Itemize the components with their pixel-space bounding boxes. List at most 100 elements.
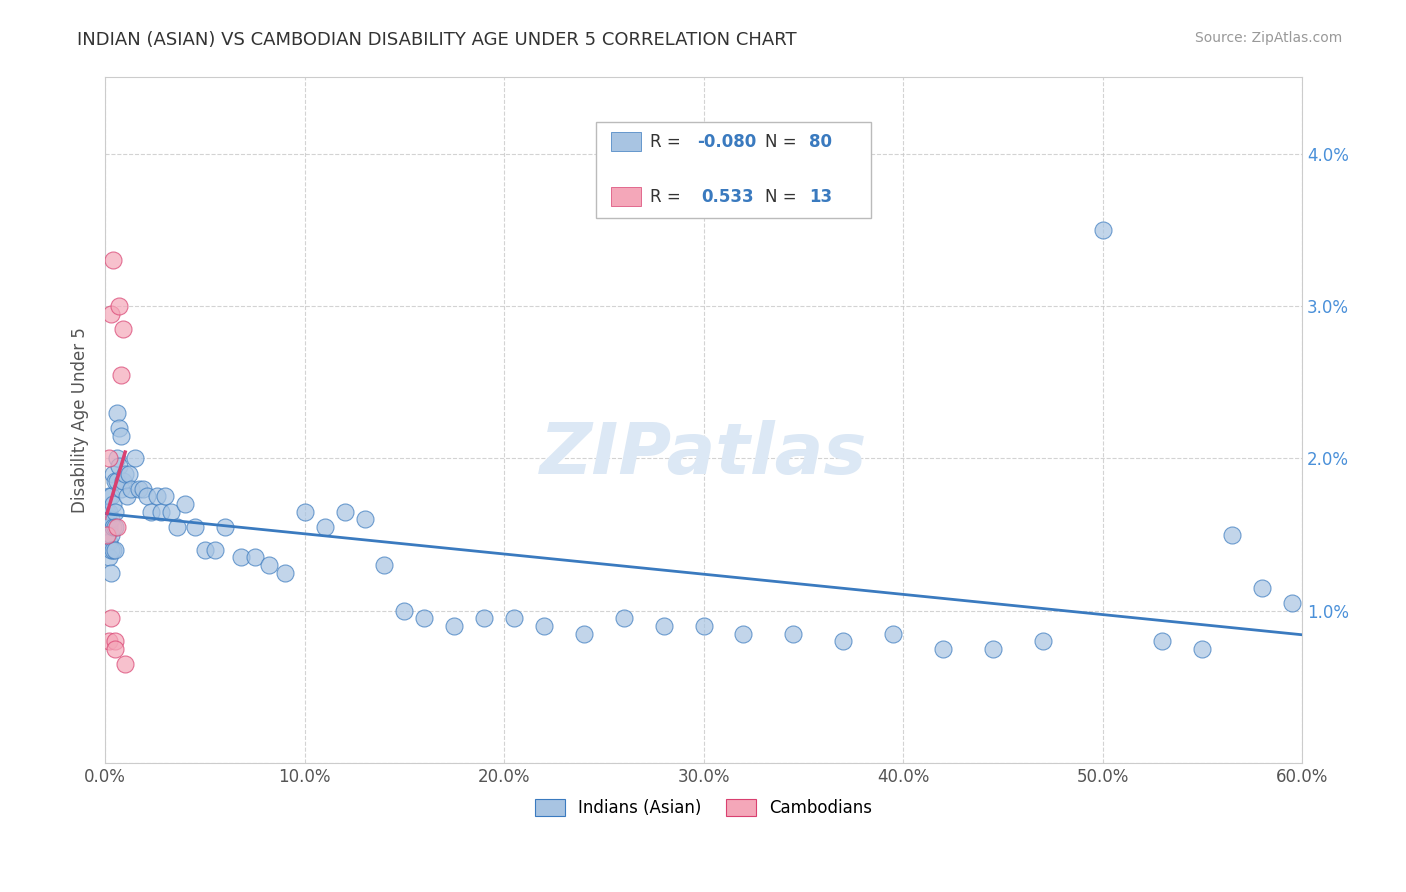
Point	[153, 490, 176, 504]
Point	[150, 505, 173, 519]
Point	[103, 467, 125, 481]
Text: 13: 13	[808, 187, 832, 206]
Point	[353, 512, 375, 526]
Point	[112, 322, 135, 336]
Point	[100, 611, 122, 625]
Point	[1251, 581, 1274, 595]
Point	[114, 657, 136, 671]
Point	[472, 611, 495, 625]
Point	[314, 520, 336, 534]
Point	[104, 634, 127, 648]
Point	[160, 505, 183, 519]
Point	[100, 566, 122, 580]
Text: N =: N =	[765, 187, 801, 206]
Point	[103, 497, 125, 511]
Point	[98, 550, 121, 565]
Point	[104, 542, 127, 557]
Point	[139, 505, 162, 519]
Point	[100, 527, 122, 541]
Point	[294, 505, 316, 519]
Point	[1220, 527, 1243, 541]
Point	[503, 611, 526, 625]
Point	[184, 520, 207, 534]
Text: Source: ZipAtlas.com: Source: ZipAtlas.com	[1195, 31, 1343, 45]
Point	[98, 535, 121, 549]
Point	[105, 451, 128, 466]
Point	[333, 505, 356, 519]
Point	[98, 634, 121, 648]
Point	[118, 467, 141, 481]
Point	[1091, 223, 1114, 237]
Point	[1032, 634, 1054, 648]
Point	[166, 520, 188, 534]
FancyBboxPatch shape	[612, 132, 641, 152]
Point	[194, 542, 217, 557]
Text: ZIPatlas: ZIPatlas	[540, 420, 868, 489]
Point	[443, 619, 465, 633]
Point	[110, 428, 132, 442]
Point	[108, 458, 131, 473]
Point	[832, 634, 855, 648]
Point	[413, 611, 436, 625]
Point	[533, 619, 555, 633]
FancyBboxPatch shape	[596, 122, 872, 218]
Point	[115, 490, 138, 504]
Point	[128, 482, 150, 496]
Point	[120, 482, 142, 496]
Point	[114, 467, 136, 481]
Point	[100, 307, 122, 321]
Point	[243, 550, 266, 565]
Point	[204, 542, 226, 557]
Point	[100, 512, 122, 526]
Point	[100, 490, 122, 504]
Point	[214, 520, 236, 534]
Point	[105, 475, 128, 489]
Point	[146, 490, 169, 504]
Point	[882, 626, 904, 640]
Point	[96, 527, 118, 541]
Point	[782, 626, 804, 640]
Text: R =: R =	[650, 187, 690, 206]
Point	[103, 253, 125, 268]
Point	[229, 550, 252, 565]
Point	[110, 482, 132, 496]
Point	[932, 641, 955, 656]
Text: 80: 80	[808, 133, 832, 151]
Point	[105, 520, 128, 534]
Point	[981, 641, 1004, 656]
Point	[1152, 634, 1174, 648]
Point	[112, 475, 135, 489]
Point	[136, 490, 159, 504]
Point	[98, 520, 121, 534]
Point	[373, 558, 395, 572]
Point	[132, 482, 155, 496]
Point	[104, 520, 127, 534]
Y-axis label: Disability Age Under 5: Disability Age Under 5	[72, 327, 89, 513]
Point	[98, 451, 121, 466]
Point	[103, 542, 125, 557]
Text: INDIAN (ASIAN) VS CAMBODIAN DISABILITY AGE UNDER 5 CORRELATION CHART: INDIAN (ASIAN) VS CAMBODIAN DISABILITY A…	[77, 31, 797, 49]
Point	[96, 520, 118, 534]
Legend: Indians (Asian), Cambodians: Indians (Asian), Cambodians	[527, 792, 879, 823]
Point	[274, 566, 297, 580]
Point	[96, 505, 118, 519]
Point	[100, 542, 122, 557]
Point	[104, 475, 127, 489]
Point	[124, 451, 146, 466]
Point	[104, 505, 127, 519]
Point	[613, 611, 636, 625]
Point	[1281, 596, 1303, 610]
Point	[257, 558, 280, 572]
Point	[104, 641, 127, 656]
Point	[652, 619, 675, 633]
Text: -0.080: -0.080	[697, 133, 756, 151]
Text: 0.533: 0.533	[702, 187, 754, 206]
Text: N =: N =	[765, 133, 801, 151]
Point	[692, 619, 714, 633]
Point	[572, 626, 595, 640]
Point	[733, 626, 755, 640]
Point	[1191, 641, 1213, 656]
Point	[98, 490, 121, 504]
Point	[96, 535, 118, 549]
Point	[98, 505, 121, 519]
